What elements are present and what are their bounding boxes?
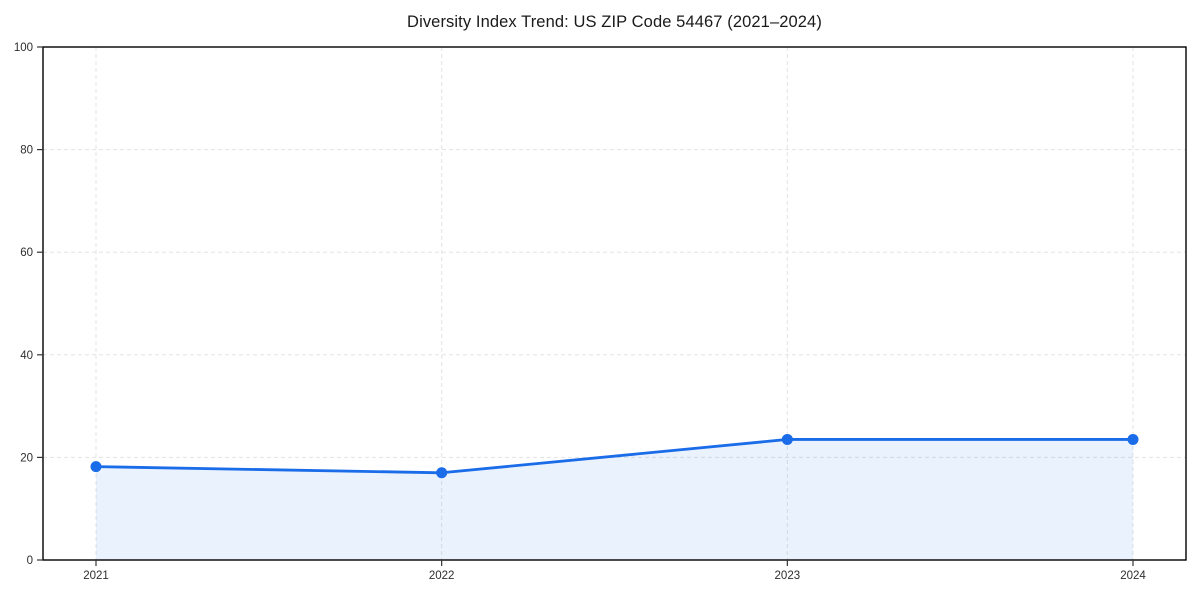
y-tick-label: 40: [20, 350, 33, 362]
y-tick-label: 100: [14, 42, 33, 54]
x-tick-label: 2021: [83, 570, 109, 582]
y-tick-label: 20: [20, 452, 33, 464]
y-tick-label: 0: [27, 555, 33, 567]
plot-border: [42, 46, 1187, 561]
chart-title: Diversity Index Trend: US ZIP Code 54467…: [407, 13, 822, 31]
x-tick-label: 2024: [1120, 570, 1146, 582]
y-tick-label: 80: [20, 145, 33, 157]
x-tick-label: 2023: [775, 570, 801, 582]
data-point-marker: [781, 433, 793, 445]
trend-line: [94, 438, 1135, 475]
data-point-marker: [1127, 433, 1139, 445]
data-point-marker: [436, 467, 448, 479]
area-fill: [96, 439, 1133, 560]
data-point-marker: [90, 461, 102, 473]
y-tick-label: 60: [20, 247, 33, 259]
x-tick-label: 2022: [429, 570, 455, 582]
